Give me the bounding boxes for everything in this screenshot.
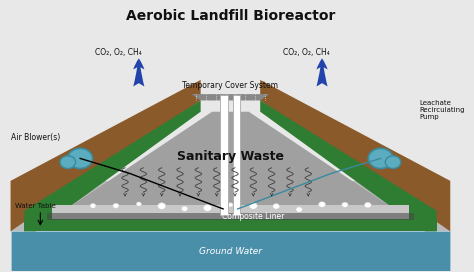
Circle shape [205, 205, 210, 209]
Polygon shape [260, 100, 437, 231]
Circle shape [60, 156, 75, 169]
Polygon shape [52, 112, 409, 219]
Circle shape [368, 148, 393, 169]
Text: Aerobic Landfill Bioreactor: Aerobic Landfill Bioreactor [126, 9, 335, 23]
Text: Composite Liner: Composite Liner [222, 212, 284, 221]
Text: Sanitary Waste: Sanitary Waste [177, 150, 284, 163]
Circle shape [341, 204, 348, 210]
Circle shape [90, 204, 96, 209]
Circle shape [68, 148, 92, 169]
Circle shape [295, 202, 303, 208]
Circle shape [182, 206, 187, 211]
Circle shape [136, 202, 142, 207]
Text: CO₂, O₂, CH₄: CO₂, O₂, CH₄ [95, 48, 142, 57]
Circle shape [158, 204, 165, 210]
Text: Leachate
Recirculating
Pump: Leachate Recirculating Pump [419, 100, 465, 120]
Text: Temporary Cover System: Temporary Cover System [182, 81, 278, 90]
Circle shape [227, 206, 235, 212]
Circle shape [319, 204, 325, 209]
Polygon shape [191, 94, 269, 100]
Text: Air Blower(s): Air Blower(s) [11, 133, 61, 142]
Polygon shape [24, 219, 437, 231]
Polygon shape [10, 80, 201, 231]
Circle shape [112, 202, 119, 208]
Polygon shape [260, 80, 450, 231]
Circle shape [249, 202, 257, 209]
Circle shape [273, 206, 280, 211]
Polygon shape [10, 181, 450, 231]
Bar [233, 95, 240, 215]
Polygon shape [47, 213, 414, 220]
Text: Water Table: Water Table [15, 203, 56, 209]
Bar [220, 95, 228, 215]
Polygon shape [52, 205, 409, 219]
Text: CO₂, O₂, CH₄: CO₂, O₂, CH₄ [283, 48, 330, 57]
Bar [10, 231, 450, 271]
Circle shape [385, 156, 401, 169]
Circle shape [365, 206, 371, 212]
Text: Ground Water: Ground Water [199, 248, 262, 256]
Polygon shape [24, 100, 201, 231]
